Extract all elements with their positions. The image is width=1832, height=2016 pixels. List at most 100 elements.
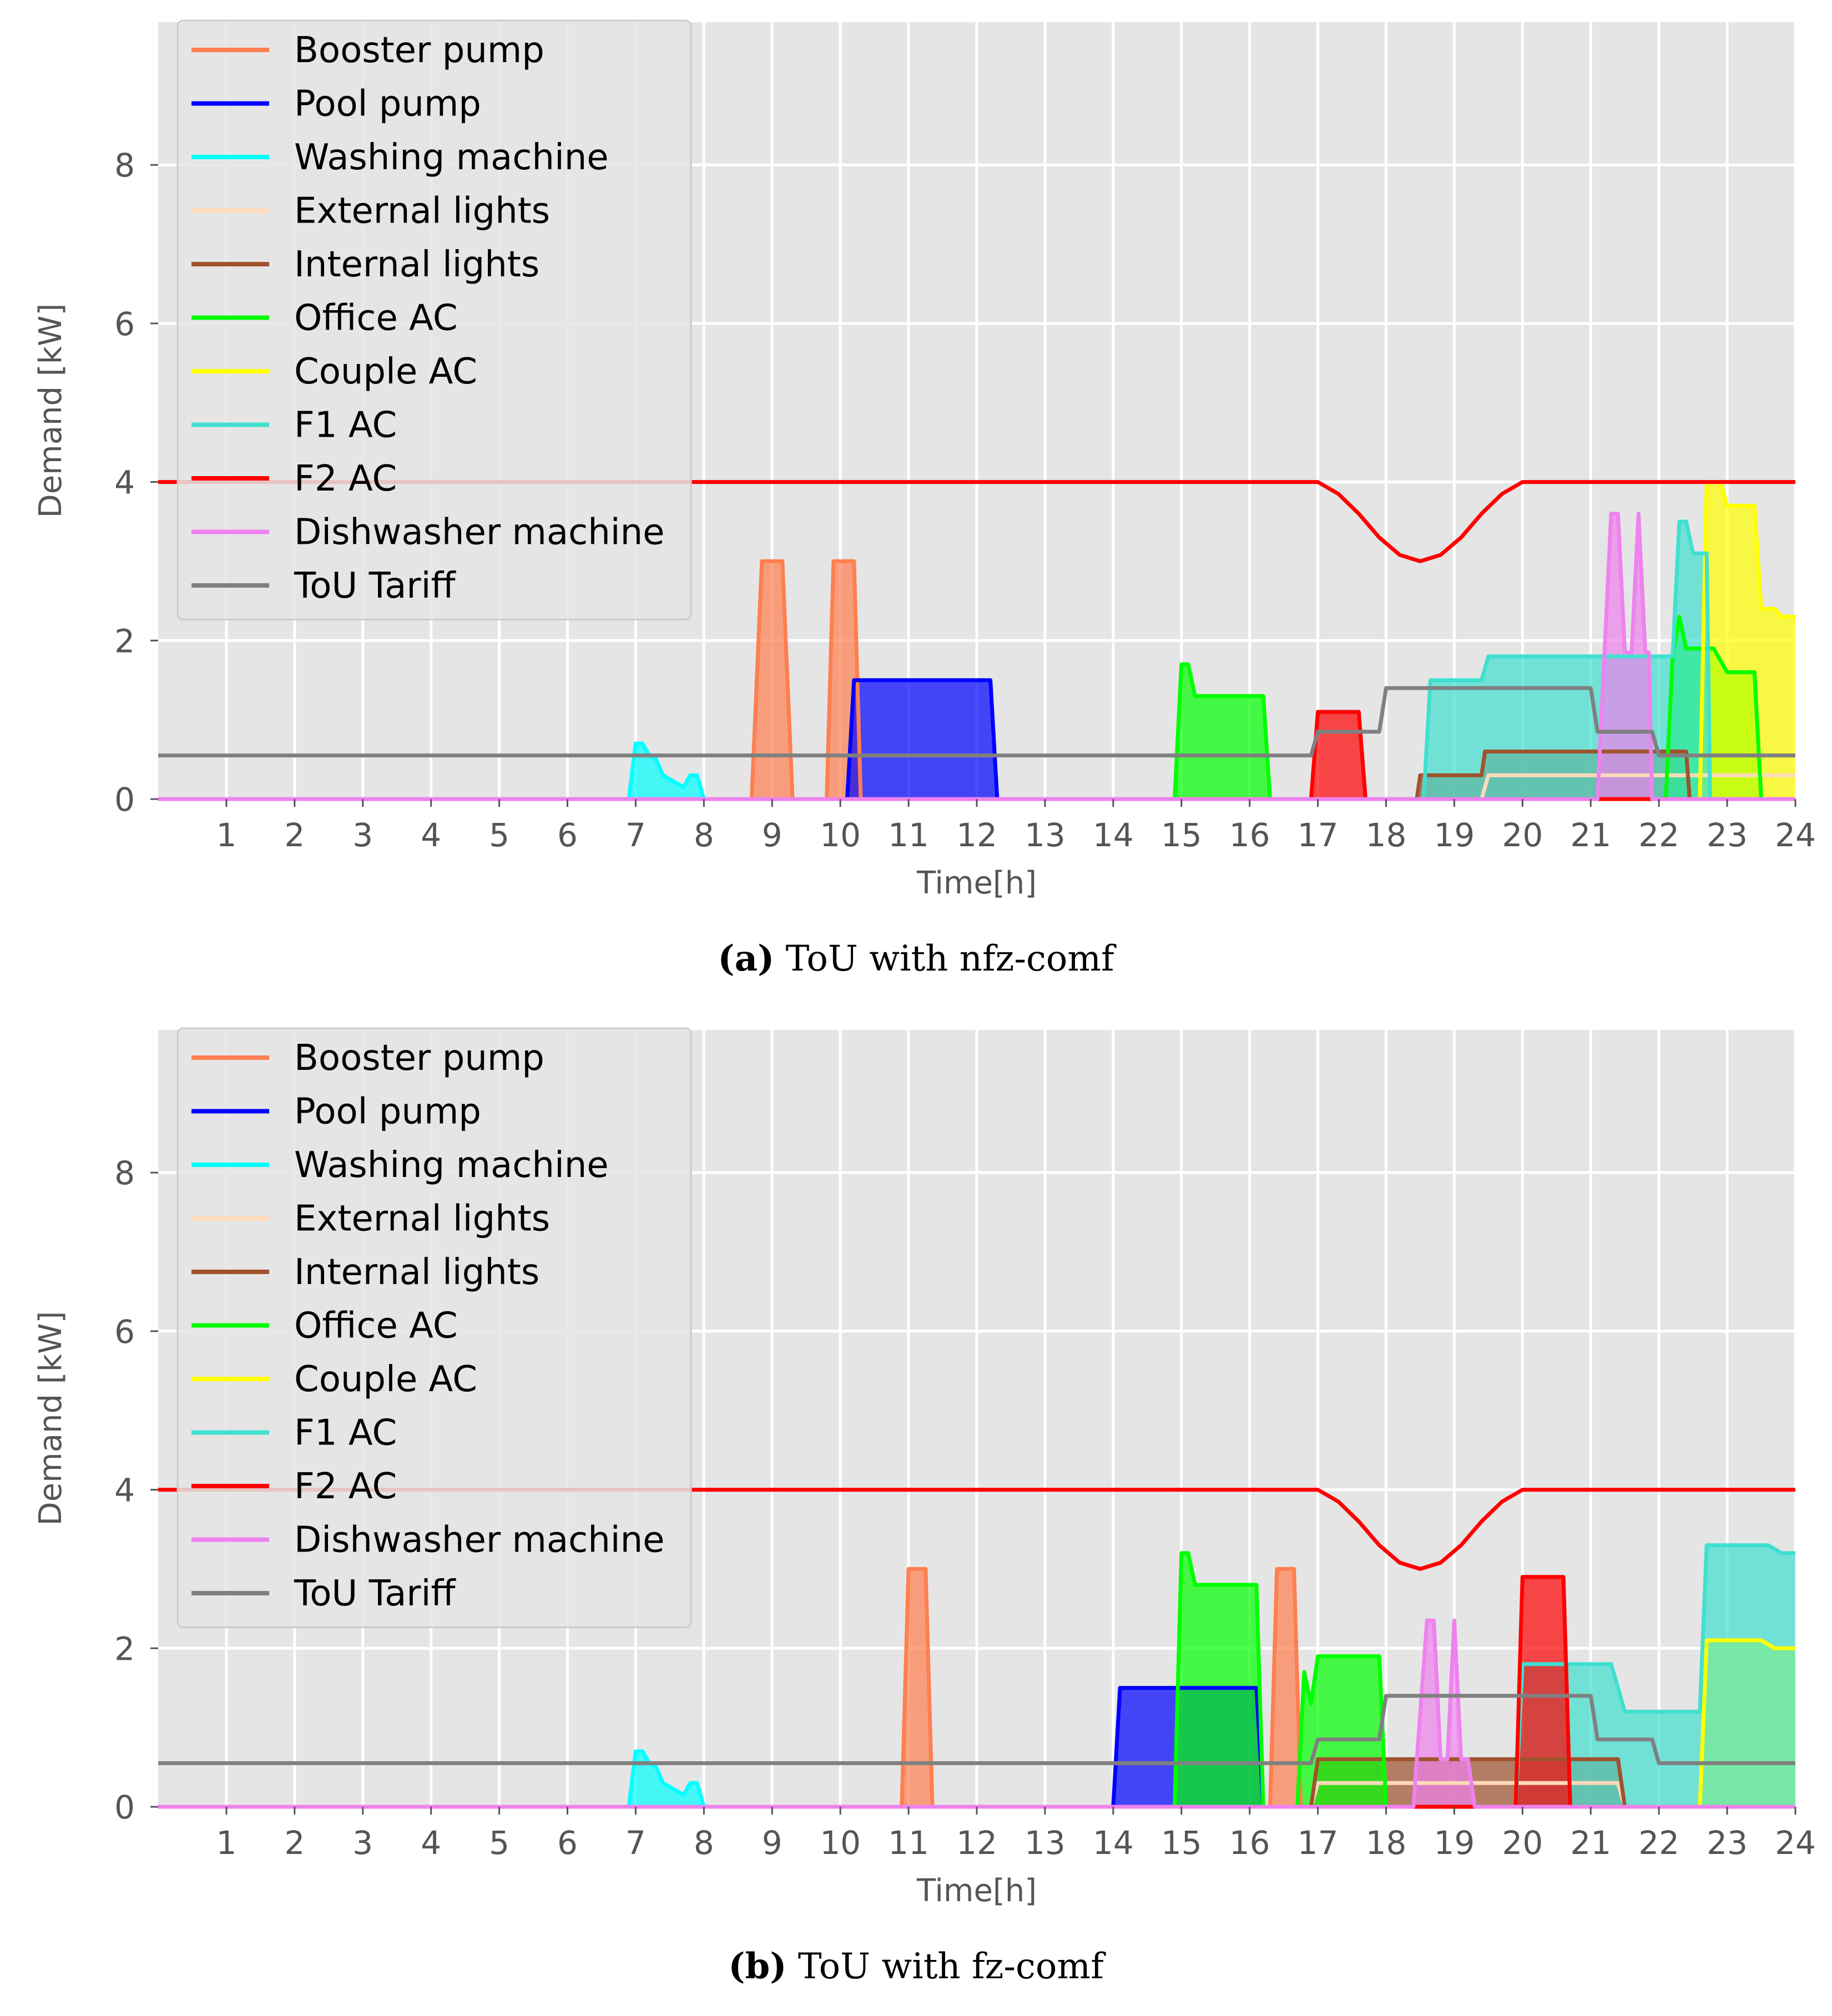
legend-label: Couple AC [294,351,477,392]
series-line-dishwasher-machine [158,512,1795,801]
x-tick-label: 19 [1434,816,1475,854]
x-tick-label: 9 [762,816,783,854]
area-dishwasher-machine [158,513,1795,799]
legend-label: Washing machine [294,137,609,178]
legend-label: F1 AC [294,1413,397,1454]
y-axis-label: Demand [kW] [33,304,69,518]
caption-label: (a) [718,938,775,979]
legend-label: Dishwasher machine [294,1520,665,1561]
x-tick-label: 20 [1502,1824,1543,1862]
x-tick-label: 18 [1366,816,1407,854]
series-line-tou-tariff [158,686,1795,757]
legend-label: Pool pump [294,84,481,125]
legend-box [176,19,692,620]
legend-label: Booster pump [294,30,544,71]
legend-label: Internal lights [294,244,539,285]
x-tick-label: 23 [1707,1824,1748,1862]
x-tick-label: 12 [956,1824,997,1862]
x-tick-label: 20 [1502,816,1543,854]
x-tick-label: 23 [1707,816,1748,854]
x-tick-label: 18 [1366,1824,1407,1862]
x-tick-label: 6 [557,816,578,854]
area-f1-ac [158,1545,1795,1807]
series-line-internal-lights [158,749,1795,801]
area-pool-pump [158,680,1795,799]
caption-text: ToU with fz-comf [798,1946,1104,1987]
x-tick-label: 5 [489,816,509,854]
x-tick-label: 11 [888,1824,929,1862]
legend-label: Washing machine [294,1145,609,1186]
chart-b: 1 2 3 4 5 6 7 8 9 10 11 12 13 14 15 16 17 18 19 20 21 22 23 240… [33,1027,1816,1909]
chart-panel-a: 1 2 3 4 5 6 7 8 9 10 11 12 13 14 15 16 17 18 19 20 21 22 23 24 0… [0,19,1832,979]
x-tick-label: 13 [1024,816,1066,854]
caption-a: (a) ToU with nfz-comf [0,938,1832,979]
x-tick-label: 4 [421,816,441,854]
y-tick-label: 0 [114,1788,135,1826]
x-tick-label: 15 [1161,1824,1202,1862]
legend-label: ToU Tariff [294,1573,456,1614]
legend-label: Booster pump [294,1038,544,1079]
x-tick-label: 7 [625,1824,646,1862]
y-tick-label: 0 [114,781,135,818]
legend-label: Office AC [294,1306,458,1347]
x-tick-label: 6 [557,1824,578,1862]
x-tick-label: 19 [1434,1824,1475,1862]
series-line-dishwasher-machine [158,1618,1795,1809]
legend-label: F1 AC [294,405,397,446]
y-tick-label: 2 [114,622,135,660]
x-tick-label: 3 [352,816,373,854]
chart-panel-b: 1 2 3 4 5 6 7 8 9 10 11 12 13 14 15 16 17 18 19 20 21 22 23 24 0… [0,1008,1832,2016]
x-tick-label: 16 [1229,816,1270,854]
caption-b: (b) ToU with fz-comf [0,1946,1832,1987]
y-tick-label: 4 [114,1472,135,1509]
x-tick-label: 21 [1570,1824,1611,1862]
x-tick-label: 3 [352,1824,373,1862]
series-line-tou-tariff [158,1694,1795,1765]
legend-label: Dishwasher machine [294,512,665,553]
limit-line [158,480,1795,563]
x-tick-label: 24 [1775,816,1816,854]
y-tick-label: 8 [114,1154,135,1192]
x-tick-label: 8 [694,816,714,854]
x-tick-label: 1 [216,816,236,854]
x-tick-label: 22 [1638,816,1679,854]
limit-line [158,1488,1795,1571]
chart-a: 1 2 3 4 5 6 7 8 9 10 11 12 13 14 15 16 17 18 19 20 21 22 23 240… [33,19,1816,901]
x-tick-label: 1 [216,1824,236,1862]
series-line-f1-ac [158,519,1795,801]
x-tick-label: 12 [956,816,997,854]
y-tick-label: 8 [114,146,135,184]
y-tick-label: 2 [114,1630,135,1668]
legend-label: Office AC [294,298,458,339]
legend-box [176,1027,692,1628]
legend-label: Internal lights [294,1252,539,1293]
series-line-washing-machine [158,741,1795,801]
x-tick-label: 16 [1229,1824,1270,1862]
series-line-couple-ac [158,480,1795,801]
x-tick-label: 22 [1638,1824,1679,1862]
x-tick-label: 11 [888,816,929,854]
x-tick-label: 13 [1024,1824,1066,1862]
y-tick-label: 6 [114,305,135,343]
x-tick-label: 8 [694,1824,714,1862]
x-tick-label: 24 [1775,1824,1816,1862]
legend-label: Couple AC [294,1359,477,1400]
x-tick-label: 10 [820,1824,861,1862]
x-axis-label: Time[h] [916,865,1037,901]
x-tick-label: 7 [625,816,646,854]
x-tick-label: 2 [284,816,305,854]
series-line-office-ac [158,614,1795,801]
series-line-washing-machine [158,1749,1795,1809]
y-tick-label: 6 [114,1313,135,1351]
x-tick-label: 14 [1093,1824,1134,1862]
caption-label: (b) [728,1946,787,1987]
x-tick-label: 17 [1298,816,1339,854]
y-tick-label: 4 [114,464,135,502]
x-tick-label: 9 [762,1824,783,1862]
x-tick-label: 15 [1161,816,1202,854]
x-tick-label: 14 [1093,816,1134,854]
legend-label: Pool pump [294,1092,481,1133]
x-tick-label: 2 [284,1824,305,1862]
caption-text: ToU with nfz-comf [785,938,1114,979]
legend-label: ToU Tariff [294,565,456,607]
